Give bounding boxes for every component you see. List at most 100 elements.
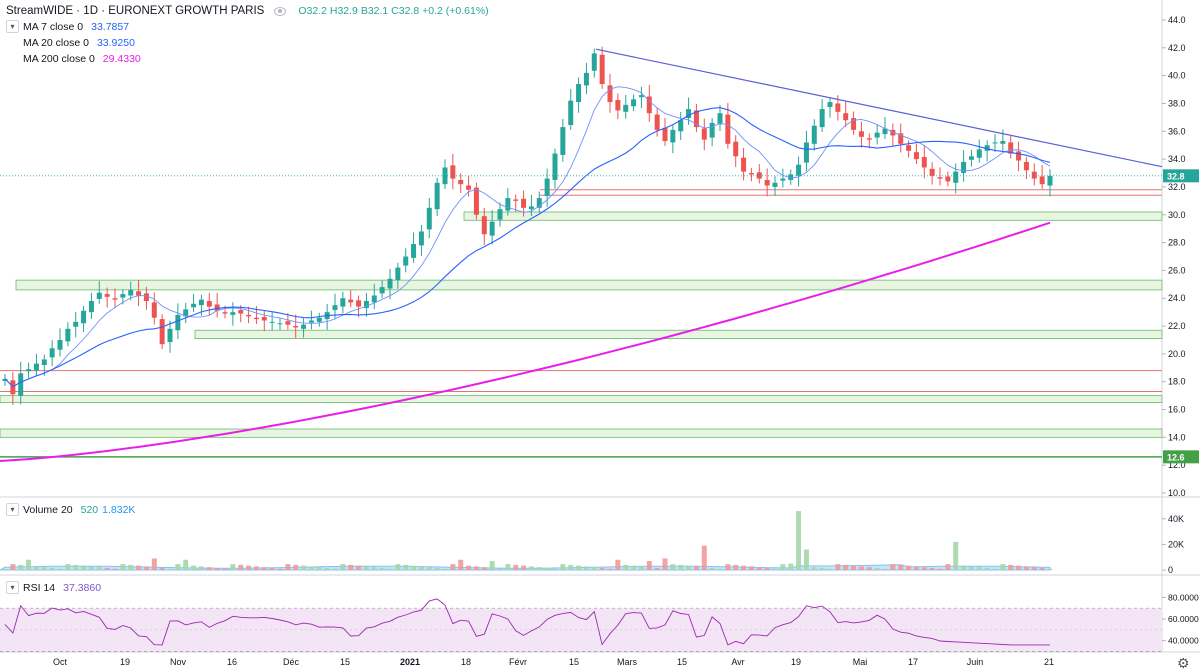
volume-bar xyxy=(733,564,739,570)
candle-body xyxy=(874,132,880,138)
candle-body xyxy=(552,153,558,180)
candle-body xyxy=(725,114,731,144)
volume-bar xyxy=(1000,564,1006,570)
volume-bar xyxy=(693,566,699,570)
settings-gear-icon[interactable]: ⚙ xyxy=(1177,655,1190,671)
candle-body xyxy=(151,302,157,318)
volume-bar xyxy=(246,565,252,570)
volume-bar xyxy=(96,567,102,570)
candle-body xyxy=(583,72,589,86)
candle-body xyxy=(120,294,126,298)
volume-bar xyxy=(866,567,872,570)
volume-bar xyxy=(277,568,283,570)
volume-bar xyxy=(26,559,32,570)
candle-body xyxy=(576,83,582,103)
candle-body xyxy=(238,310,244,314)
volume-bar xyxy=(418,566,424,570)
rsi-tick-label: 40.0000 xyxy=(1168,636,1199,646)
candle-body xyxy=(662,127,668,142)
volume-bar xyxy=(57,568,63,570)
candle-body xyxy=(371,295,377,303)
candle-body xyxy=(906,145,912,151)
volume-bar xyxy=(686,565,692,570)
time-tick-label: Nov xyxy=(170,657,187,667)
candle-body xyxy=(961,161,967,174)
candle-body xyxy=(835,103,841,112)
time-tick-label: 21 xyxy=(1044,657,1054,667)
volume-bar xyxy=(921,567,927,570)
volume-bar xyxy=(764,567,770,570)
price-tick-label: 34.0 xyxy=(1168,154,1186,164)
candle-body xyxy=(293,326,299,328)
volume-tick-label: 20K xyxy=(1168,539,1184,549)
volume-bar xyxy=(356,565,362,570)
eye-icon[interactable] xyxy=(274,6,287,16)
volume-bar xyxy=(882,568,888,570)
candle-body xyxy=(1016,151,1022,161)
candle-body xyxy=(670,129,676,143)
candle-body xyxy=(686,109,692,119)
volume-bar xyxy=(796,511,802,570)
volume-bar xyxy=(301,565,307,570)
candle-body xyxy=(426,207,432,230)
candle-body xyxy=(772,182,778,187)
volume-bar xyxy=(81,565,87,570)
volume-bar xyxy=(851,565,857,570)
candle-body xyxy=(285,321,291,325)
legend-ma7[interactable]: ▾ MA 7 close 0 33.7857 xyxy=(6,20,129,33)
volume-bar xyxy=(1039,567,1045,570)
candle-body xyxy=(403,256,409,266)
volume-bar xyxy=(387,568,393,570)
volume-bar xyxy=(371,567,377,570)
candle-body xyxy=(654,114,660,130)
time-tick-label: 16 xyxy=(227,657,237,667)
volume-chevron-icon[interactable]: ▾ xyxy=(6,503,19,516)
candle-body xyxy=(693,110,699,128)
candle-body xyxy=(796,164,802,176)
ohlc-readout: O32.2 H32.9 B32.1 C32.8 +0.2 (+0.61%) xyxy=(298,5,489,17)
symbol-title[interactable]: StreamWIDE · 1D · EURONEXT GROWTH PARIS xyxy=(6,5,265,17)
candle-body xyxy=(945,176,951,182)
collapse-chevron-icon[interactable]: ▾ xyxy=(6,20,19,33)
candle-body xyxy=(26,369,32,372)
volume-bar xyxy=(788,563,794,570)
volume-bar xyxy=(340,564,346,570)
level-price-value: 12.6 xyxy=(1167,452,1185,462)
volume-value-1: 520 xyxy=(80,503,99,516)
rsi-legend[interactable]: ▾ RSI 14 37.3860 xyxy=(6,581,101,594)
legend-ma20[interactable]: MA 20 close 0 33.9250 xyxy=(23,37,135,49)
candle-body xyxy=(136,291,142,296)
candle-body xyxy=(976,149,982,158)
volume-bar xyxy=(473,566,479,570)
time-tick-label: Juin xyxy=(967,657,984,667)
volume-bar xyxy=(654,567,660,570)
candle-body xyxy=(1000,141,1006,144)
price-tick-label: 38.0 xyxy=(1168,98,1186,108)
volume-bar xyxy=(701,545,707,570)
legend-ma200[interactable]: MA 200 close 0 29.4330 xyxy=(23,53,141,65)
volume-bar xyxy=(599,567,605,570)
candle-body xyxy=(709,122,715,138)
candle-body xyxy=(222,312,228,314)
volume-legend[interactable]: ▾ Volume 20 520 1.832K xyxy=(6,503,135,516)
candle-body xyxy=(269,321,275,323)
candle-body xyxy=(466,185,472,190)
volume-bar xyxy=(65,564,71,570)
volume-bar xyxy=(906,565,912,570)
volume-bar xyxy=(953,541,959,570)
last-price-value: 32.8 xyxy=(1167,171,1185,181)
volume-bar xyxy=(811,567,817,570)
price-tick-label: 36.0 xyxy=(1168,126,1186,136)
symbol-header[interactable]: StreamWIDE · 1D · EURONEXT GROWTH PARIS … xyxy=(6,5,489,17)
volume-bar xyxy=(623,564,629,570)
volume-bar xyxy=(945,564,951,570)
candle-body xyxy=(701,128,707,140)
candle-body xyxy=(143,293,149,302)
volume-bar xyxy=(646,561,652,570)
candle-body xyxy=(316,317,322,322)
candle-body xyxy=(49,348,55,358)
candle-body xyxy=(128,289,134,296)
rsi-chevron-icon[interactable]: ▾ xyxy=(6,581,19,594)
volume-bar xyxy=(835,564,841,570)
